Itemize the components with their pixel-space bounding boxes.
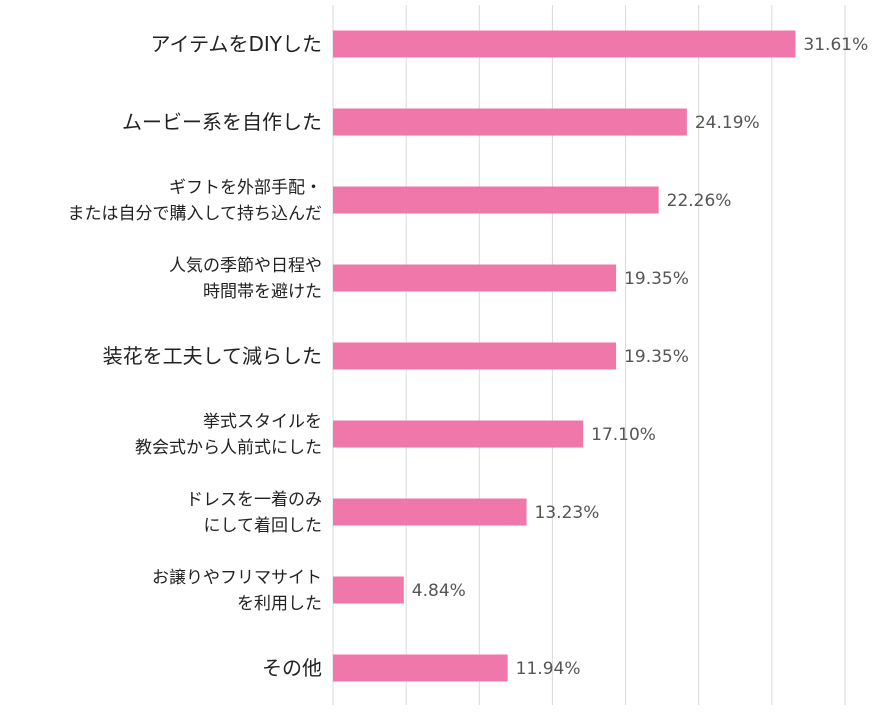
category-label: 挙式スタイルを: [203, 412, 322, 432]
bar: [333, 654, 508, 682]
category-label: アイテムをDIYした: [150, 32, 322, 56]
bar: [333, 420, 584, 448]
category-label: にして着回した: [204, 516, 323, 536]
data-label: 4.84%: [412, 581, 466, 601]
data-label: 17.10%: [591, 425, 656, 445]
bar: [333, 186, 659, 214]
category-label: お譲りやフリマサイト: [152, 568, 322, 588]
bar: [333, 342, 617, 370]
data-label: 24.19%: [695, 113, 760, 133]
data-label: 13.23%: [535, 503, 600, 523]
category-label: 時間帯を避けた: [203, 282, 322, 302]
bar: [333, 108, 687, 136]
category-label: ギフトを外部手配・: [169, 178, 322, 198]
bar: [333, 498, 527, 526]
category-label: 装花を工夫して減らした: [103, 344, 322, 368]
category-label: その他: [262, 656, 322, 680]
data-label: 11.94%: [516, 659, 581, 679]
category-label: ムービー系を自作した: [122, 110, 322, 134]
category-label: 人気の季節や日程や: [169, 256, 322, 276]
category-label: または自分で購入して持ち込んだ: [68, 204, 323, 224]
data-label: 19.35%: [624, 347, 689, 367]
data-label: 31.61%: [803, 35, 868, 55]
data-label: 22.26%: [667, 191, 732, 211]
category-label: 教会式から人前式にした: [135, 438, 322, 458]
bar: [333, 264, 617, 292]
category-label: ドレスを一着のみ: [186, 490, 322, 510]
data-label: 19.35%: [624, 269, 689, 289]
bar: [333, 576, 404, 604]
category-label: を利用した: [237, 594, 322, 614]
bar: [333, 30, 796, 58]
